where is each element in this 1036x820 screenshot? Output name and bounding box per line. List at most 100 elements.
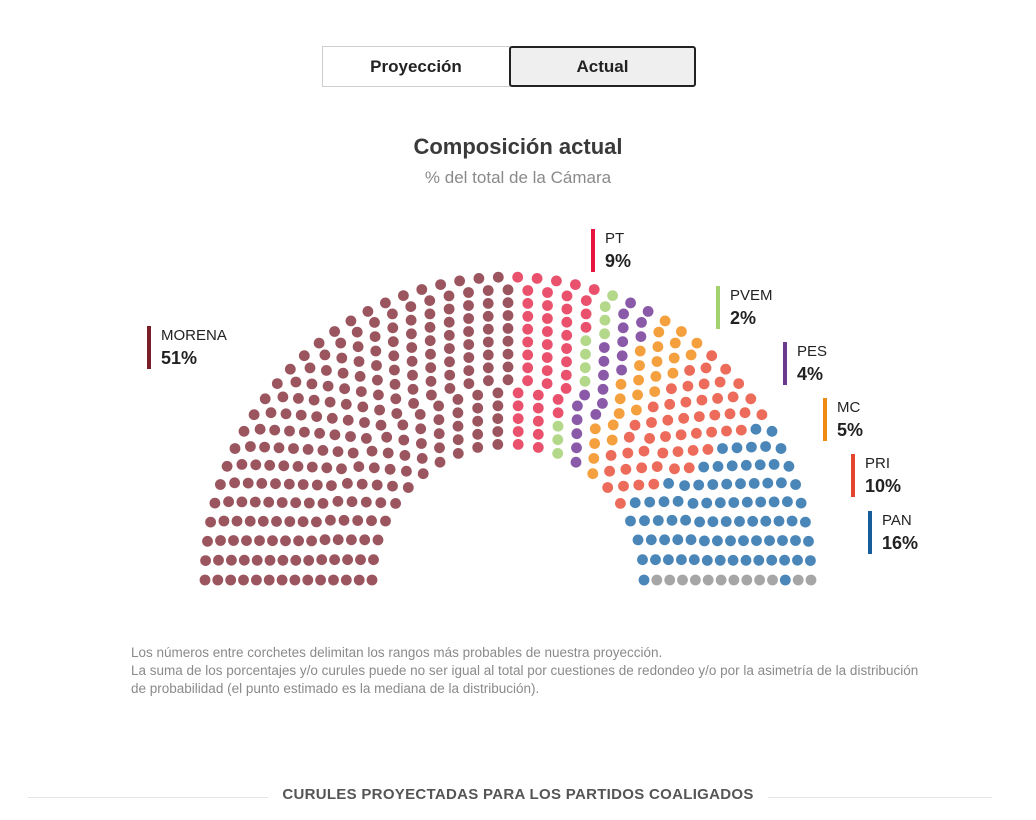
seat-pt: [522, 375, 533, 387]
seat-morena: [368, 462, 380, 474]
seat-morena: [284, 516, 296, 527]
seat-morena: [353, 574, 365, 586]
seat-morena: [284, 425, 295, 437]
seat-morena: [375, 497, 387, 509]
seat-pvem: [552, 448, 564, 459]
seat-morena: [302, 574, 314, 586]
seat-pri: [735, 424, 747, 436]
seat-pri: [623, 431, 635, 443]
seat-morena: [366, 515, 377, 527]
legend-group: MORENA 51% PT 9% PVEM 2% PES 4% MC 5%PRI 10% PAN 16%: [147, 229, 918, 554]
seat-pan: [764, 535, 775, 546]
seat-pan: [741, 496, 753, 508]
seat-pri: [664, 398, 676, 410]
seat-pri: [678, 412, 690, 424]
seat-morena: [340, 574, 352, 586]
seat-pes: [571, 414, 583, 426]
seat-pri: [739, 407, 751, 419]
seat-morena: [482, 336, 494, 348]
seat-morena: [406, 328, 417, 340]
seat-morena: [209, 497, 221, 509]
seat-morena: [357, 401, 369, 413]
seat-pri: [633, 479, 645, 491]
seat-pt: [542, 287, 553, 298]
legend-bar-mc: [823, 398, 827, 441]
seat-morena: [213, 554, 224, 566]
seat-pt: [532, 442, 544, 453]
seat-pri: [638, 445, 650, 457]
seat-pes: [598, 342, 610, 353]
seat-morena: [332, 495, 344, 507]
seat-morena: [463, 339, 475, 350]
seat-morena: [416, 284, 428, 295]
seat-morena: [352, 515, 364, 526]
seat-morena: [502, 310, 514, 321]
seat-mc: [659, 315, 671, 327]
seat-morena: [326, 412, 338, 424]
seat-pri: [644, 433, 655, 444]
seat-morena: [492, 271, 504, 283]
seat-pri: [733, 378, 745, 389]
legend-bar-pan: [868, 511, 872, 554]
seat-morena: [361, 433, 372, 444]
seat-morena: [472, 442, 484, 453]
seat-morena: [321, 462, 333, 474]
seat-pt: [522, 310, 534, 322]
view-toggle: Proyección Actual: [322, 46, 696, 87]
seat-morena: [472, 389, 484, 401]
seat-morena: [353, 356, 365, 367]
seat-morena: [463, 365, 475, 376]
seat-mc: [685, 349, 697, 361]
seat-morena: [502, 284, 514, 296]
seat-pri: [629, 419, 641, 431]
seat-morena: [482, 285, 494, 296]
seat-morena: [257, 515, 269, 527]
seat-morena: [321, 365, 332, 376]
seat-mc: [589, 423, 601, 435]
seat-pan: [680, 514, 691, 526]
seat-morena: [399, 450, 411, 461]
seat-pan: [754, 459, 766, 471]
seat-morena: [463, 300, 474, 311]
seat-morena: [502, 297, 514, 309]
seat-pri: [683, 462, 695, 474]
seat-pes: [617, 322, 629, 334]
seat-morena: [452, 434, 464, 446]
tab-actual[interactable]: Actual: [509, 46, 696, 87]
footnotes: Los números entre corchetes delimitan lo…: [131, 644, 921, 698]
tab-proyeccion[interactable]: Proyección: [322, 46, 510, 87]
seat-pan: [658, 496, 670, 508]
seat-pan: [748, 478, 760, 489]
chart-subtitle: % del total de la Cámara: [424, 168, 612, 187]
seat-pvem: [607, 290, 618, 301]
seat-pes: [618, 308, 629, 320]
seat-morena: [502, 361, 514, 373]
seat-morena: [463, 352, 475, 363]
seat-morena: [463, 378, 475, 389]
seat-pan: [766, 554, 778, 566]
seat-morena: [254, 423, 266, 435]
seat-pri: [724, 408, 736, 420]
seat-pri: [648, 478, 660, 490]
seat-mc: [668, 352, 680, 364]
seat-pan: [644, 496, 656, 508]
seat-morena: [229, 477, 241, 489]
seat-morena: [313, 337, 325, 349]
seat-mc: [631, 404, 642, 416]
seat-morena: [276, 497, 288, 508]
seat-pan: [755, 496, 767, 508]
legend-pct-pes: 4%: [797, 364, 823, 384]
seat-morena: [401, 465, 412, 477]
seat-pan: [727, 554, 739, 566]
legend-label-mc: MC: [837, 399, 860, 416]
seat-pt: [561, 343, 572, 354]
legend-pct-mc: 5%: [837, 420, 863, 440]
seat-morena: [472, 402, 484, 414]
seat-pri: [622, 447, 634, 459]
seat-morena: [306, 378, 318, 390]
seat-morena: [425, 362, 437, 374]
seat-pan: [768, 496, 780, 508]
seat-morena: [424, 295, 436, 306]
seat-morena: [292, 461, 304, 472]
seat-pri: [615, 498, 626, 509]
